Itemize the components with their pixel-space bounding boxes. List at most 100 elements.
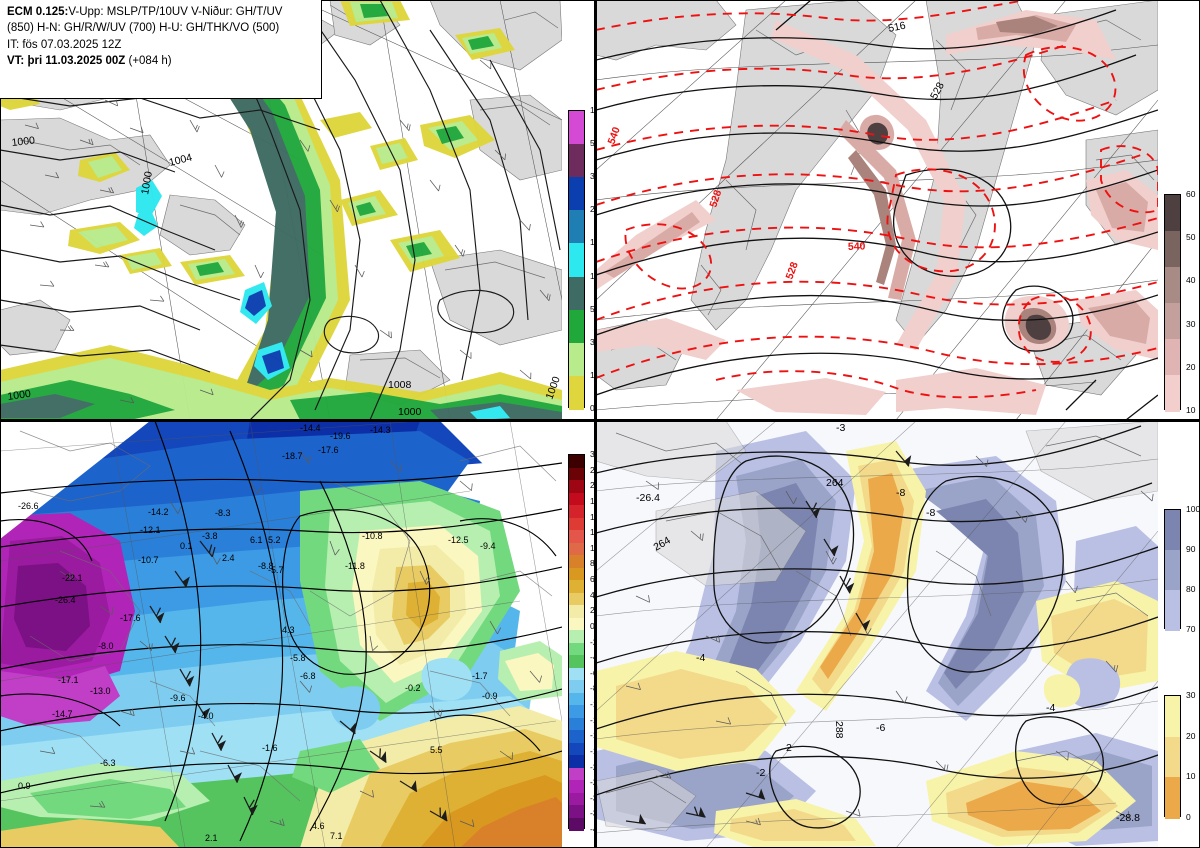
colorbar-segment bbox=[569, 309, 584, 344]
temperature-value-label: -10.8 bbox=[362, 531, 383, 541]
colorbar-tick-label: 2 bbox=[590, 605, 595, 616]
colorbar-segment bbox=[1165, 736, 1180, 778]
contour-label: 1008 bbox=[388, 379, 412, 391]
colorbar-segment bbox=[569, 342, 584, 377]
colorbar-segment bbox=[1165, 510, 1180, 551]
colorbar-segment bbox=[569, 505, 584, 519]
panel-gh-r-w-uv-700[interactable]: 264 264 288 -4 2 -6 -4 -2 -28.8 -26.4 -8 -8 -3 100 90… bbox=[596, 421, 1200, 848]
colorbar-tick-label: -10 bbox=[590, 699, 595, 709]
colorbar-tick-label: -16 bbox=[590, 745, 595, 756]
temperature-value-label: -1.6 bbox=[262, 743, 278, 753]
temperature-value-label: 4.3 bbox=[282, 625, 295, 635]
panel-value-label: -8 bbox=[926, 507, 935, 519]
map-canvas-bottom-right: 264 264 288 -4 2 -6 -4 -2 -28.8 -26.4 -8 -8 -3 100 90… bbox=[596, 421, 1200, 848]
temperature-value-label: -6.8 bbox=[300, 671, 316, 681]
colorbar-segment bbox=[569, 144, 584, 178]
temperature-value-label: -19.6 bbox=[330, 431, 351, 441]
temperature-value-label: -9.6 bbox=[170, 693, 186, 703]
colorbar-tick-label: 0.5 bbox=[590, 403, 595, 413]
colorbar-tick-label: 6 bbox=[590, 574, 595, 584]
colorbar-segment bbox=[569, 642, 584, 656]
panel-gh-t-uv-850[interactable]: -26.6 -22.1 -26.4 -17.6 -14.7 -17.1 -13.0 -6.3 0… bbox=[0, 421, 595, 848]
temperature-value-label: -3.8 bbox=[202, 531, 218, 541]
colorbar-tick-label: -2 bbox=[590, 636, 595, 647]
colorbar-tick-label: 100 bbox=[1186, 504, 1200, 514]
temperature-value-label: -14.3 bbox=[370, 425, 391, 435]
colorbar-segment bbox=[569, 605, 584, 619]
colorbar-tick-label: 30 bbox=[1186, 318, 1196, 329]
map-vector-layer-tr: 516 528 540 528 540 528 bbox=[596, 0, 1158, 420]
panel-value-label: -3 bbox=[836, 422, 845, 434]
colorbar-tick-label: 1 bbox=[590, 369, 595, 380]
panel-value-label: -26.4 bbox=[636, 492, 660, 504]
colorbar-tick-label: 100 bbox=[590, 105, 595, 115]
panel-divider-vertical bbox=[595, 0, 596, 848]
colorbar-segment bbox=[569, 742, 584, 756]
colorbar-tick-label: 12 bbox=[590, 527, 595, 538]
colorbar-tick-label: -4 bbox=[590, 652, 595, 663]
temperature-value-label: -14.7 bbox=[52, 709, 73, 719]
colorbar-segment bbox=[569, 780, 584, 794]
colorbar-segment bbox=[1165, 231, 1180, 268]
temperature-value-label: 5.2 bbox=[268, 535, 281, 545]
panel-divider-horizontal bbox=[0, 420, 1200, 421]
colorbar-segment bbox=[1165, 303, 1180, 340]
colorbar-tick-label: 20 bbox=[1186, 361, 1196, 372]
panel-gh-thk-vo-500[interactable]: 516 528 540 528 540 528 60 50 40 30 20 10 bbox=[596, 0, 1200, 420]
colorbar-segment bbox=[569, 817, 584, 831]
colorbar-segment bbox=[569, 517, 584, 531]
colorbar-tick-label: -40 bbox=[590, 824, 595, 834]
temperature-value-label: 6.1 bbox=[250, 535, 263, 545]
colorbar-tick-label: 30 bbox=[590, 171, 595, 182]
colorbar-tick-label: 40 bbox=[1186, 275, 1196, 286]
contour-label: 1000 bbox=[11, 135, 36, 149]
colorbar-segment bbox=[569, 375, 584, 410]
temperature-value-label: -0.9 bbox=[482, 691, 498, 701]
colorbar-segment bbox=[1165, 590, 1180, 631]
temperature-value-label: -22.1 bbox=[62, 573, 83, 583]
temperature-value-label: -8.8 bbox=[258, 561, 274, 571]
colorbar-segment bbox=[569, 692, 584, 706]
temperature-value-label: 2.1 bbox=[205, 833, 218, 843]
panel-value-label: -6 bbox=[876, 722, 885, 734]
colorbar-segment bbox=[569, 243, 584, 278]
colorbar-tick-label: 4 bbox=[590, 589, 595, 600]
colorbar-segment bbox=[569, 555, 584, 569]
colorbar-segment bbox=[569, 680, 584, 694]
temperature-value-label: -5.8 bbox=[290, 653, 306, 663]
colorbar-tick-label: 0 bbox=[1186, 812, 1191, 822]
temperature-value-label: -5.7 bbox=[268, 565, 284, 575]
chart-header-box: ECM 0.125:V-Upp: MSLP/TP/10UV V-Niður: G… bbox=[0, 0, 322, 99]
temperature-value-label: 4.6 bbox=[312, 821, 325, 831]
colorbar-tick-label: 10 bbox=[590, 542, 595, 553]
contour-label-thk: 540 bbox=[606, 125, 623, 146]
colorbar-tick-label: 10 bbox=[1186, 405, 1196, 415]
temperature-value-label: 0.1 bbox=[180, 541, 193, 551]
temperature-value-label: -17.1 bbox=[58, 675, 79, 685]
colorbar-segment bbox=[569, 177, 584, 211]
temperature-value-label: -14.4 bbox=[300, 423, 321, 433]
colorbar-segment bbox=[569, 755, 584, 769]
colorbar-tick-label: 0 bbox=[590, 620, 595, 631]
temperature-value-label: -17.6 bbox=[318, 445, 339, 455]
temperature-value-label: -26.6 bbox=[18, 501, 39, 511]
colorbar-segment bbox=[1165, 696, 1180, 738]
valid-time-value: þri 11.03.2025 00Z bbox=[27, 55, 126, 67]
contour-label: 1000 bbox=[7, 388, 32, 403]
map-canvas-bottom-left: -26.6 -22.1 -26.4 -17.6 -14.7 -17.1 -13.0 -6.3 0… bbox=[0, 421, 595, 848]
contour-label-thk: 528 bbox=[707, 188, 724, 209]
colorbar-tick-label: 90 bbox=[1186, 544, 1196, 554]
temperature-value-label: -4.0 bbox=[198, 711, 214, 721]
temperature-value-label: -18.7 bbox=[282, 451, 303, 461]
temperature-value-label: 5.5 bbox=[430, 745, 443, 755]
temperature-value-label: -10.7 bbox=[138, 555, 159, 565]
colorbar-temperature-850: 3025201614121086420-2-4-6-8-10-12-14-16-… bbox=[568, 449, 595, 834]
colorbar-segment bbox=[569, 530, 584, 544]
header-line-levels: (850) H-N: GH/R/W/UV (700) H-U: GH/THK/V… bbox=[7, 22, 280, 34]
colorbar-segment bbox=[569, 111, 584, 145]
temperature-value-label: -26.4 bbox=[55, 595, 76, 605]
colorbar-segment bbox=[569, 480, 584, 494]
map-vector-layer-tl: 1000 1004 1000 1000 1008 1000 1000 bbox=[0, 0, 562, 420]
temperature-value-label: -6.3 bbox=[100, 758, 116, 768]
